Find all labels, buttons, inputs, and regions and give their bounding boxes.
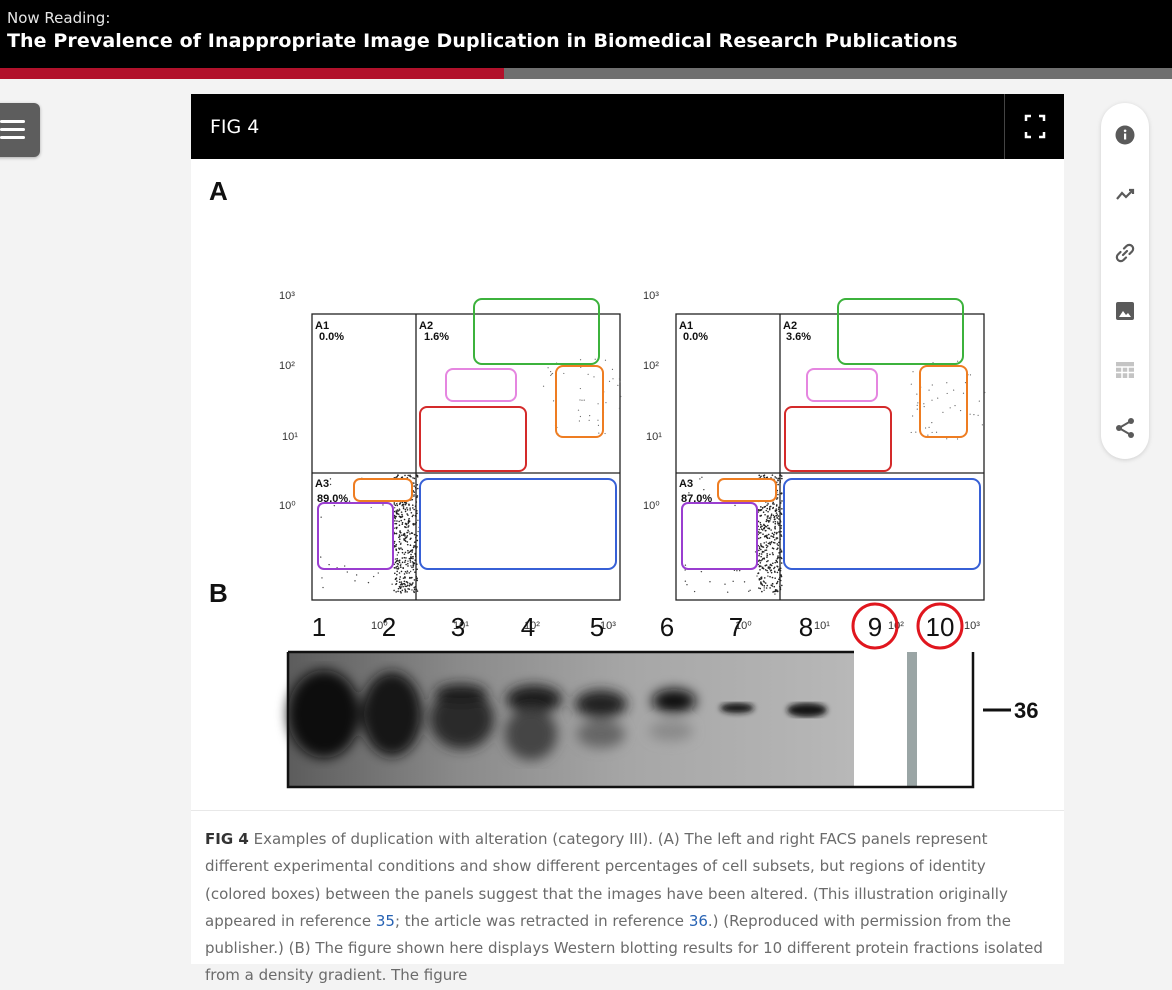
- metrics-button[interactable]: [1109, 178, 1141, 210]
- x-tick-label: 10³: [600, 620, 616, 632]
- article-title[interactable]: The Prevalence of Inappropriate Image Du…: [7, 30, 958, 52]
- facs-panel-right: A1 0.0% A2 3.6% A3 87.0% 10³ 10² 10¹ 10⁰…: [643, 290, 986, 632]
- figures-button[interactable]: [1109, 295, 1141, 327]
- lane-number: 1: [312, 612, 326, 642]
- gate-label: A3: [315, 478, 329, 490]
- info-button[interactable]: [1109, 119, 1141, 151]
- menu-icon-line: [0, 128, 25, 131]
- gate-label: A1: [679, 320, 693, 332]
- panel-a-label: A: [209, 176, 228, 206]
- gate-label: A3: [679, 478, 693, 490]
- reading-progress-bar: [0, 68, 1172, 79]
- lane-number: 5: [590, 612, 604, 642]
- y-tick-label: 10²: [279, 360, 295, 372]
- side-toolbar: [1101, 103, 1149, 459]
- x-tick-label: 10²: [524, 620, 540, 632]
- gate-percent: 3.6%: [786, 331, 811, 343]
- gate-label: A2: [419, 320, 433, 332]
- image-icon: [1116, 302, 1134, 320]
- info-icon: [1115, 125, 1135, 145]
- menu-icon-line: [0, 136, 25, 139]
- gate-label: A1: [315, 320, 329, 332]
- x-tick-label: 10⁰: [735, 620, 752, 632]
- trending-icon: [1116, 188, 1135, 200]
- gate-percent: 1.6%: [424, 331, 449, 343]
- lane-number: 9: [868, 612, 882, 642]
- figure-caption: FIG 4 Examples of duplication with alter…: [205, 826, 1045, 990]
- y-tick-label: 10²: [643, 360, 659, 372]
- facs-panel-left: A1 0.0% A2 1.6% A3 89.0% 10³ 10² 10¹ 10⁰…: [279, 290, 622, 632]
- panel-b-label: B: [209, 578, 228, 608]
- lane-10-circle: [916, 602, 964, 650]
- reference-link-36[interactable]: 36: [688, 911, 708, 930]
- figure-title: FIG 4: [210, 116, 260, 138]
- caption-text: Examples of duplication with alteration …: [205, 830, 1008, 930]
- y-tick-label: 10¹: [282, 431, 298, 443]
- lane-number: 10: [926, 612, 955, 642]
- share-button[interactable]: [1109, 412, 1141, 444]
- caption-divider: [191, 810, 1064, 811]
- share-icon: [1116, 418, 1134, 438]
- y-tick-label: 10³: [643, 290, 659, 302]
- fullscreen-icon: [1024, 114, 1046, 139]
- lane-number: 7: [729, 612, 743, 642]
- molecular-weight-marker: 36: [1014, 698, 1038, 723]
- now-reading-label: Now Reading:: [7, 9, 111, 27]
- y-tick-label: 10⁰: [279, 500, 296, 512]
- lane-number: 3: [451, 612, 465, 642]
- figure-card: FIG 4 A A1: [191, 94, 1064, 984]
- menu-button[interactable]: [0, 103, 40, 157]
- y-tick-label: 10¹: [646, 431, 662, 443]
- caption-label: FIG 4: [205, 830, 249, 848]
- lane-number: 8: [799, 612, 813, 642]
- lane-number: 4: [521, 612, 535, 642]
- reading-progress-fill: [0, 68, 504, 79]
- expand-figure-button[interactable]: [1004, 94, 1065, 159]
- gate-label: A2: [783, 320, 797, 332]
- y-tick-label: 10⁰: [643, 500, 660, 512]
- menu-icon: [0, 120, 25, 123]
- lane-9-circle: [851, 602, 899, 650]
- tables-button[interactable]: [1109, 354, 1141, 386]
- link-icon: [1115, 243, 1135, 263]
- x-tick-label: 10³: [964, 620, 980, 632]
- table-icon: [1116, 362, 1134, 378]
- figure-header: FIG 4: [191, 94, 1064, 159]
- x-tick-label: 10¹: [453, 620, 469, 632]
- figure-image[interactable]: A A1 0.0% A2 1.6% A3 89.0% 10³ 10² 10¹ 1…: [191, 159, 1064, 809]
- lane-number: 2: [382, 612, 396, 642]
- gate-percent: 0.0%: [683, 331, 708, 343]
- gate-percent: 0.0%: [319, 331, 344, 343]
- caption-text: ; the article was retracted in reference: [394, 911, 689, 930]
- y-tick-label: 10³: [279, 290, 295, 302]
- lane-numbers: 1 2 3 4 5 6 7 8 9 10: [312, 602, 964, 650]
- lane-number: 6: [660, 612, 674, 642]
- western-blot: 36: [286, 650, 1038, 789]
- x-tick-label: 10⁰: [371, 620, 388, 632]
- reader-header: Now Reading: The Prevalence of Inappropr…: [0, 0, 1172, 68]
- reference-link-35[interactable]: 35: [375, 911, 395, 930]
- link-button[interactable]: [1109, 237, 1141, 269]
- x-tick-label: 10¹: [814, 620, 830, 632]
